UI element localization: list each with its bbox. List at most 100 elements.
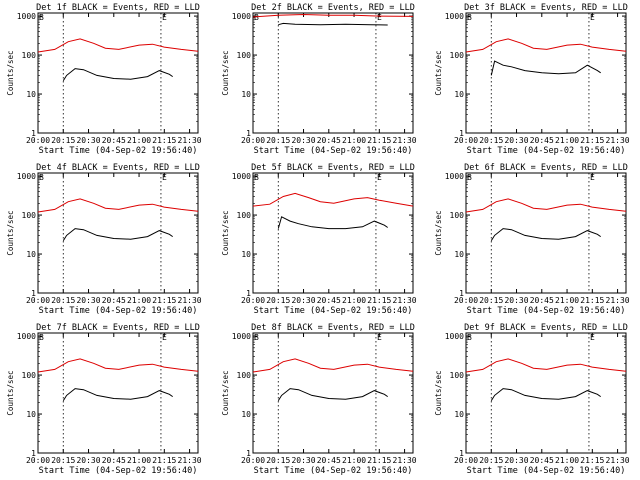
x-tick-label: 20:15: [51, 136, 75, 145]
y-tick-label: 100: [22, 371, 37, 380]
panel-3: Det 3f BLACK = Events, RED = LLD 1 10 100 10…: [434, 3, 630, 156]
x-tick-label: 20:45: [530, 296, 554, 305]
y-axis-label: Counts/sec: [6, 210, 15, 255]
series-lld: [252, 192, 414, 207]
x-tick-label: 20:45: [102, 296, 126, 305]
x-tick-label: 20:30: [76, 456, 100, 465]
panel-4: Det 4f BLACK = Events, RED = LLD 1 10 100 10…: [6, 163, 202, 316]
x-tick-label: 20:15: [266, 136, 290, 145]
panel-title: Det 5f BLACK = Events, RED = LLD: [251, 163, 415, 173]
x-tick-label: 20:00: [26, 136, 50, 145]
begin-marker-label: B: [39, 333, 44, 342]
x-tick-label: 21:30: [393, 456, 417, 465]
y-axis-label: Counts/sec: [221, 210, 230, 255]
begin-marker-label: B: [254, 333, 259, 342]
panel-title: Det 1f BLACK = Events, RED = LLD: [36, 3, 200, 13]
x-tick-label: 21:30: [178, 296, 202, 305]
panel-6: Det 6f BLACK = Events, RED = LLD 1 10 100 10…: [434, 163, 630, 316]
x-tick-label: 20:15: [479, 296, 503, 305]
x-tick-label: 20:00: [26, 456, 50, 465]
x-tick-label: 21:00: [127, 456, 151, 465]
x-tick-label: 20:45: [530, 136, 554, 145]
x-tick-label: 20:15: [51, 296, 75, 305]
series-lld: [252, 13, 414, 18]
x-tick-label: 20:30: [291, 456, 315, 465]
panel-2: Det 2f BLACK = Events, RED = LLD 1 10 100 10…: [221, 3, 417, 156]
begin-marker-label: B: [39, 173, 44, 182]
plot-frame: [252, 332, 414, 454]
end-marker-label: E: [590, 173, 595, 182]
y-axis-label: Counts/sec: [6, 370, 15, 415]
y-tick-label: 10: [26, 410, 36, 419]
series-lld: [37, 198, 199, 213]
x-tick-label: 20:45: [102, 456, 126, 465]
x-tick-label: 20:30: [76, 136, 100, 145]
y-tick-label: 100: [22, 211, 37, 220]
y-tick-label: 1: [246, 449, 251, 458]
x-tick-label: 20:00: [26, 296, 50, 305]
end-marker-label: E: [590, 13, 595, 22]
x-tick-label: 20:30: [76, 296, 100, 305]
series-events: [490, 228, 601, 241]
series-lld: [252, 358, 414, 373]
y-tick-label: 10: [241, 250, 251, 259]
series-events: [277, 388, 388, 401]
x-tick-label: 20:30: [291, 136, 315, 145]
panel-title: Det 3f BLACK = Events, RED = LLD: [464, 3, 628, 13]
x-tick-label: 20:45: [317, 136, 341, 145]
x-tick-label: 21:15: [580, 296, 604, 305]
x-axis-label: Start Time (04-Sep-02 19:56:40): [254, 146, 413, 156]
panel-title: Det 7f BLACK = Events, RED = LLD: [36, 323, 200, 333]
x-tick-label: 21:30: [606, 456, 630, 465]
y-tick-label: 1: [459, 449, 464, 458]
x-tick-label: 21:15: [367, 456, 391, 465]
x-tick-label: 21:00: [127, 136, 151, 145]
panel-7: Det 7f BLACK = Events, RED = LLD 1 10 100 10…: [6, 323, 202, 476]
panel-title: Det 8f BLACK = Events, RED = LLD: [251, 323, 415, 333]
x-tick-label: 21:00: [555, 296, 579, 305]
y-tick-label: 1000: [445, 332, 464, 341]
begin-marker-label: B: [467, 333, 472, 342]
y-tick-label: 10: [454, 250, 464, 259]
y-tick-label: 10: [241, 90, 251, 99]
plot-frame: [37, 332, 199, 454]
y-tick-label: 100: [450, 51, 465, 60]
x-tick-label: 20:00: [454, 456, 478, 465]
y-axis-label: Counts/sec: [6, 50, 15, 95]
end-marker-label: E: [377, 13, 382, 22]
y-tick-label: 1: [459, 129, 464, 138]
y-axis-label: Counts/sec: [434, 50, 443, 95]
y-tick-label: 100: [450, 211, 465, 220]
y-axis-label: Counts/sec: [221, 50, 230, 95]
y-tick-label: 100: [237, 211, 252, 220]
x-tick-label: 21:00: [127, 296, 151, 305]
panel-title: Det 6f BLACK = Events, RED = LLD: [464, 163, 628, 173]
end-marker-label: E: [590, 333, 595, 342]
x-tick-label: 21:15: [152, 296, 176, 305]
x-axis-label: Start Time (04-Sep-02 19:56:40): [39, 466, 198, 476]
x-tick-label: 20:45: [317, 456, 341, 465]
x-tick-label: 21:00: [555, 136, 579, 145]
y-tick-label: 100: [237, 371, 252, 380]
y-tick-label: 1: [31, 129, 36, 138]
x-tick-label: 20:45: [102, 136, 126, 145]
x-tick-label: 20:30: [291, 296, 315, 305]
series-lld: [37, 358, 199, 373]
x-tick-label: 21:30: [178, 136, 202, 145]
y-axis-label: Counts/sec: [434, 370, 443, 415]
plot-frame: [37, 12, 199, 134]
series-events: [278, 22, 388, 26]
x-tick-label: 21:15: [367, 296, 391, 305]
x-tick-label: 20:30: [504, 456, 528, 465]
panel-1: Det 1f BLACK = Events, RED = LLD 1 10 100 10…: [6, 3, 202, 156]
begin-marker-label: B: [467, 13, 472, 22]
x-tick-label: 21:00: [342, 456, 366, 465]
series-lld: [465, 358, 627, 373]
y-tick-label: 1000: [232, 12, 251, 21]
series-events: [62, 68, 173, 81]
x-tick-label: 21:30: [393, 296, 417, 305]
x-tick-label: 20:00: [454, 296, 478, 305]
x-axis-label: Start Time (04-Sep-02 19:56:40): [467, 306, 626, 316]
plot-frame: [465, 172, 627, 294]
begin-marker-label: B: [467, 173, 472, 182]
